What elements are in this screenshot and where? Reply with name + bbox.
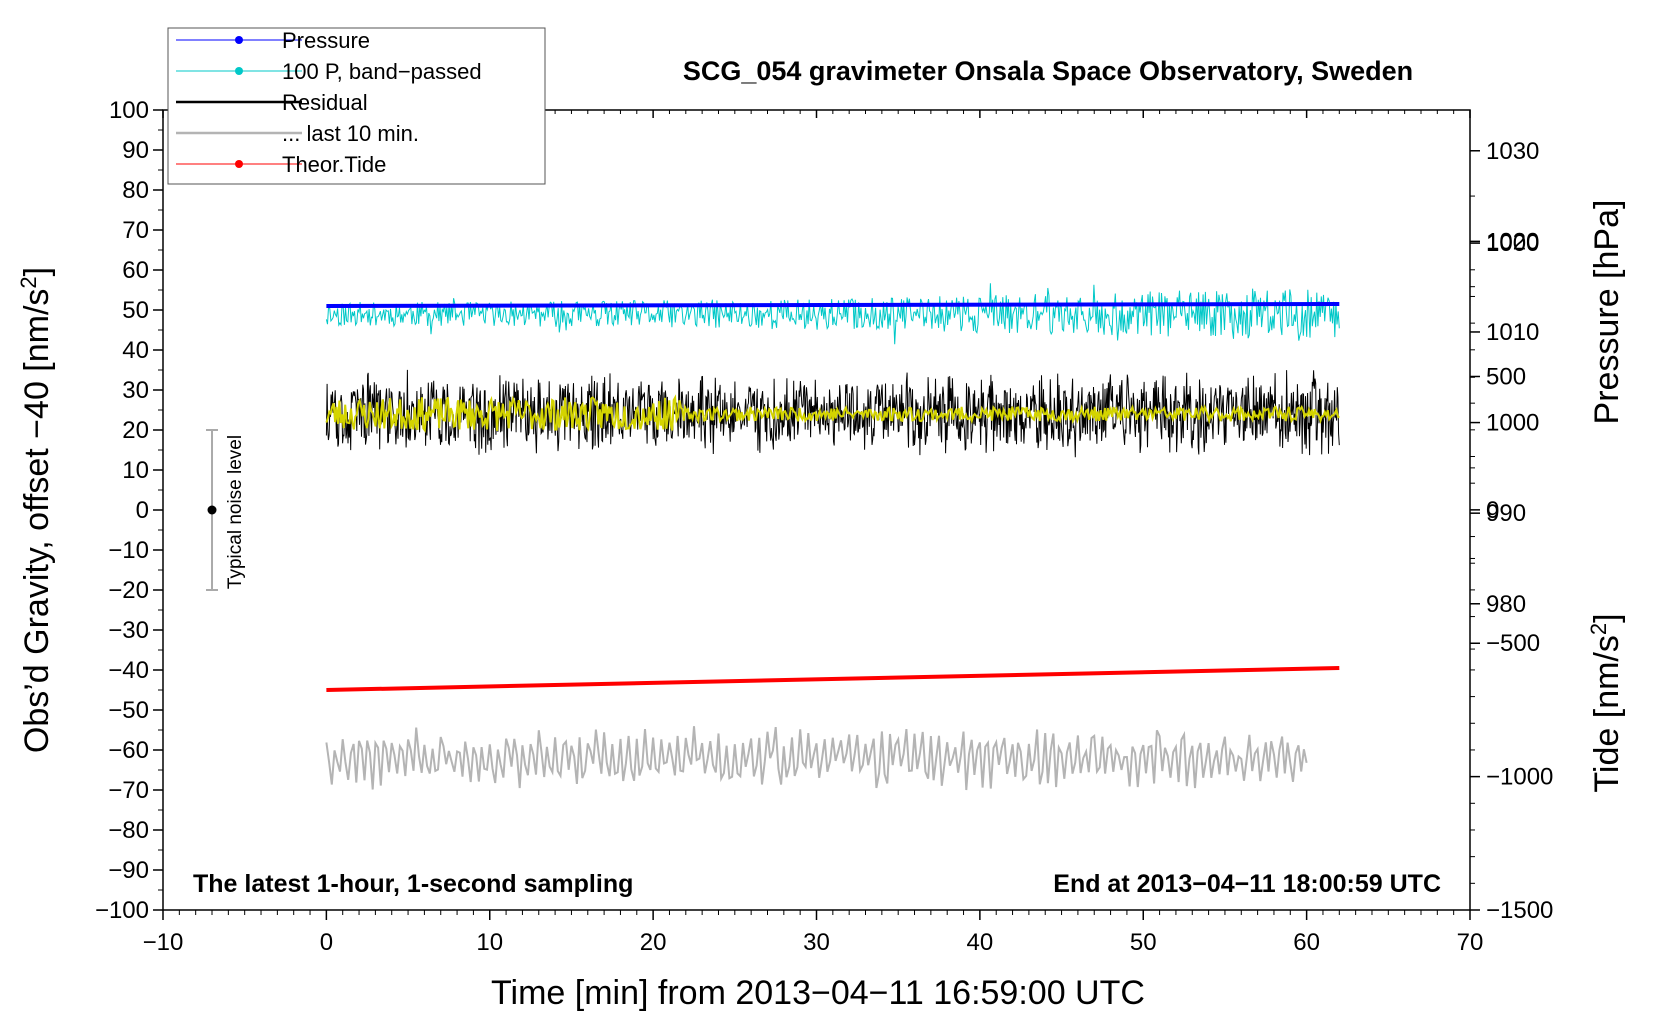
tide-tick-label: −1000 [1486,764,1553,791]
pressure-tick-label: 1000 [1486,410,1539,437]
x-tick-label: 0 [320,929,333,956]
tide-axis-label-close: ] [1588,613,1626,622]
tide-tick-label: −1500 [1486,897,1553,924]
tide-tick-label: −500 [1486,630,1540,657]
y-tick-label: 30 [122,377,149,404]
chart-title: SCG_054 gravimeter Onsala Space Observat… [683,56,1413,86]
legend-label: Residual [282,90,368,115]
pressure-tick-label: 1020 [1486,228,1539,255]
noise-center-dot [207,505,217,515]
x-tick-label: 40 [967,929,994,956]
y-tick-label: −10 [108,537,149,564]
y-tick-label: 60 [122,257,149,284]
y-tick-label: 40 [122,337,149,364]
y-tick-label: −70 [108,777,149,804]
x-tick-label: 10 [476,929,503,956]
y-tick-label: −40 [108,657,149,684]
legend-label: ... last 10 min. [282,121,419,146]
y-tick-label: 90 [122,137,149,164]
x-tick-label: 70 [1457,929,1484,956]
y-tick-label: 0 [136,497,149,524]
y-axis-label-left: Obs’d Gravity, offset −40 [nm/s2] [16,267,56,753]
pressure-tick-label: 980 [1486,591,1526,618]
x-tick-label: 60 [1293,929,1320,956]
x-tick-label: 30 [803,929,830,956]
noise-level-indicator: Typical noise level [206,429,246,591]
series-last-10-min [325,726,1308,791]
series-residual-smoothed [325,394,1340,434]
series-band-passed [325,283,1340,345]
x-axis-label: Time [min] from 2013−04−11 16:59:00 UTC [491,974,1145,1012]
legend-items: Pressure 100 P, band−passed Residual ... la… [176,28,482,177]
tide-tick-label: 0 [1486,497,1499,524]
legend-label: Pressure [282,28,370,53]
y-tick-label: 20 [122,417,149,444]
ticks-layer: −10 0 10 20 30 40 50 60 701009080706050403020100… [95,97,1553,956]
annotation-sampling: The latest 1-hour, 1-second sampling [193,870,633,898]
y-tick-label: −100 [95,897,149,924]
noise-level-label: Typical noise level [225,435,246,589]
pressure-tick-label: 1010 [1486,319,1539,346]
y-tick-label: 100 [109,97,149,124]
y-axis-label-left-close: ] [18,267,56,276]
tide-tick-label: 500 [1486,363,1526,390]
tide-axis-label-sup: 2 [1586,623,1611,635]
series-theor-tide [326,666,1340,692]
series-layer [325,283,1340,791]
y-tick-label: −60 [108,737,149,764]
annotation-end-time: End at 2013−04−11 18:00:59 UTC [1053,870,1441,898]
y-axis-label-left-sup: 2 [16,276,41,288]
y-tick-label: −80 [108,817,149,844]
series-residual [325,369,1340,458]
legend-label: 100 P, band−passed [282,59,482,84]
tide-axis-label-main: Tide [nm/s [1588,635,1626,792]
series-pressure [326,302,1340,308]
pressure-tick-label: 1030 [1486,138,1539,165]
y-tick-label: 70 [122,217,149,244]
y-tick-label: −50 [108,697,149,724]
pressure-tick-label: 990 [1486,500,1526,527]
y-axis-label-left-main: Obs’d Gravity, offset −40 [nm/s [18,289,56,754]
legend-label: Theor.Tide [282,152,386,177]
x-tick-label: 50 [1130,929,1157,956]
y-tick-label: 10 [122,457,149,484]
y-tick-label: −30 [108,617,149,644]
legend-marker [235,67,243,75]
legend-marker [235,160,243,168]
y-tick-label: −90 [108,857,149,884]
tide-axis-label: Tide [nm/s2] [1586,613,1626,792]
x-tick-label: 20 [640,929,667,956]
legend-box [167,27,546,185]
y-tick-label: 50 [122,297,149,324]
x-tick-label: −10 [143,929,184,956]
tide-tick-label: 1000 [1486,230,1539,257]
pressure-axis-label: Pressure [hPa] [1588,200,1626,425]
legend: Pressure 100 P, band−passed Residual ... la… [167,27,546,185]
y-tick-label: 80 [122,177,149,204]
y-tick-label: −20 [108,577,149,604]
legend-marker [235,36,243,44]
